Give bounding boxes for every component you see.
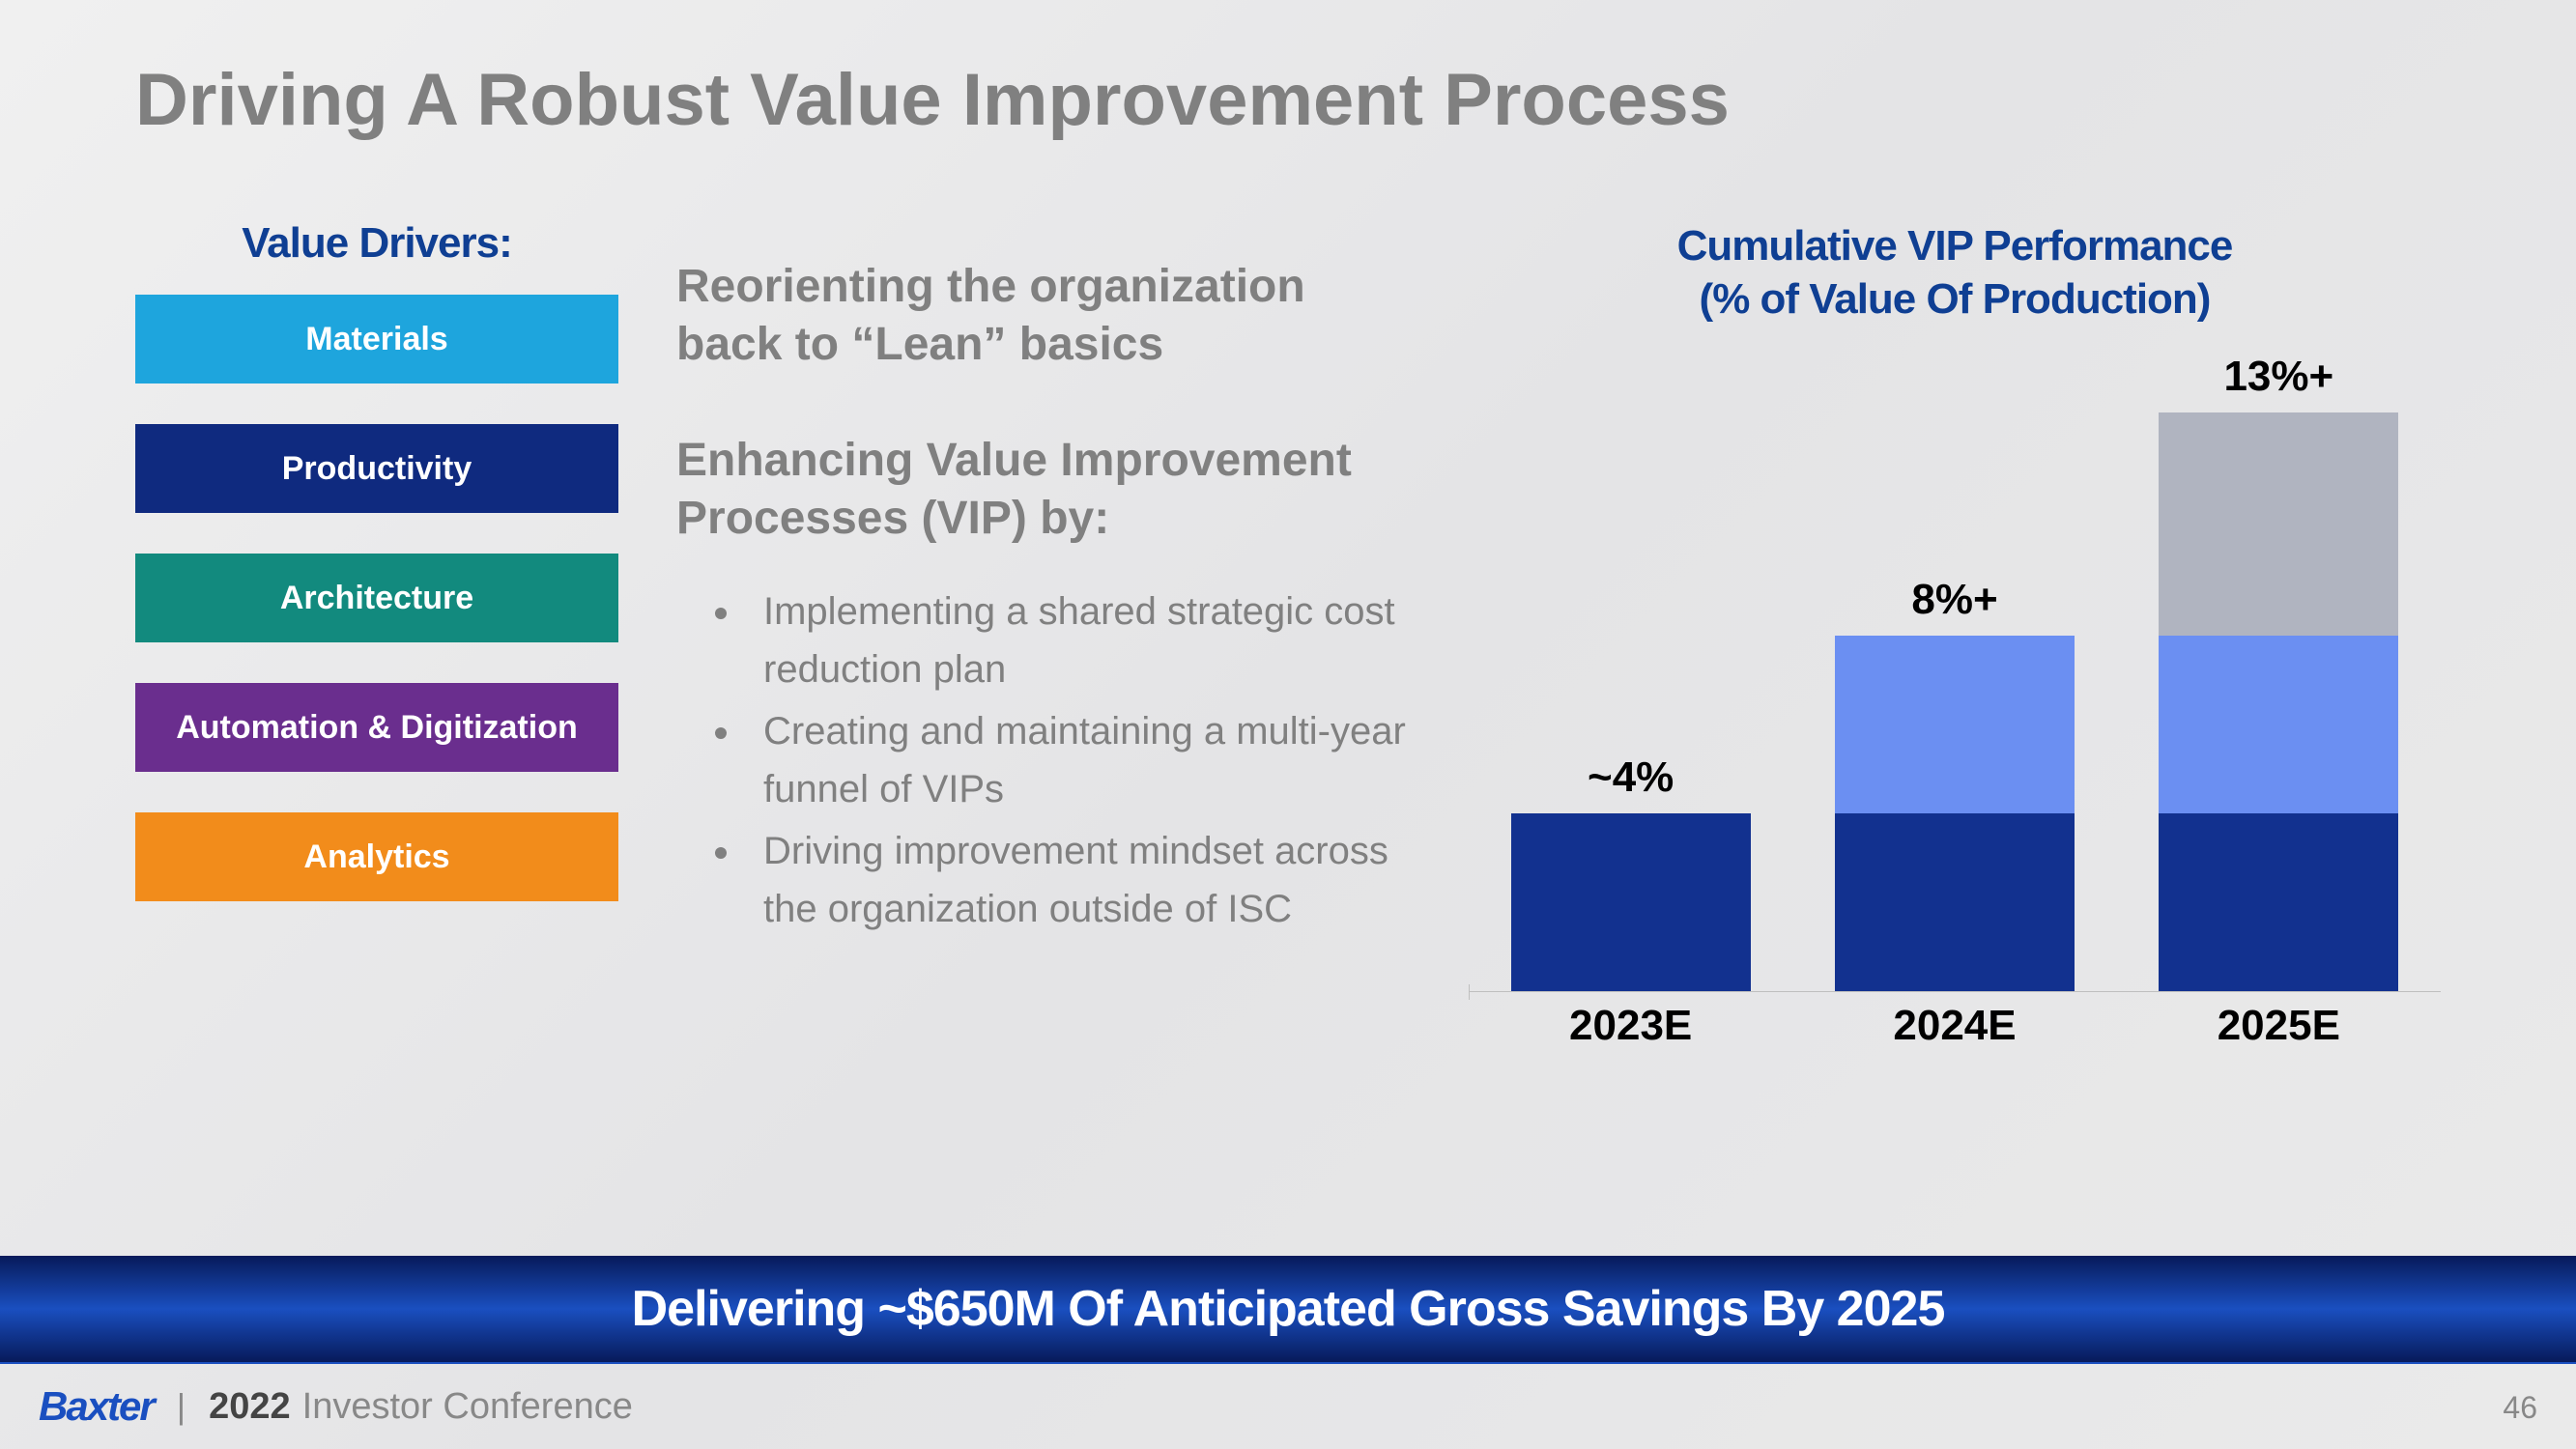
chart-title: Cumulative VIP Performance (% of Value O… xyxy=(1469,219,2441,326)
bar-group: 8%+ xyxy=(1792,412,2116,992)
bullet-item: Driving improvement mindset across the o… xyxy=(744,822,1411,938)
slide: Driving A Robust Value Improvement Proce… xyxy=(0,0,2576,1449)
value-drivers-heading: Value Drivers: xyxy=(135,219,618,268)
x-axis-label: 2024E xyxy=(1792,1002,2116,1060)
x-axis-label: 2023E xyxy=(1469,1002,1792,1060)
enhancing-heading: Enhancing Value Improvement Processes (V… xyxy=(676,432,1411,548)
bullet-list: Implementing a shared strategic cost red… xyxy=(676,582,1411,938)
chart-column: Cumulative VIP Performance (% of Value O… xyxy=(1469,219,2441,1060)
bar-stack xyxy=(2159,412,2398,992)
content-row: Value Drivers: Materials Productivity Arch… xyxy=(135,219,2441,1060)
x-axis-line xyxy=(1469,991,2441,992)
chart-plot: ~4% 8%+ 13%+ 2023E2024E2025E xyxy=(1469,345,2441,1060)
reorienting-heading: Reorienting the organization back to “Le… xyxy=(676,258,1411,374)
bar-segment xyxy=(2159,412,2398,636)
bar-segment xyxy=(1511,813,1751,992)
banner-text: Delivering ~$650M Of Anticipated Gross S… xyxy=(632,1280,1945,1338)
bar-segment xyxy=(1835,813,2075,992)
bar-stack xyxy=(1835,636,2075,992)
chart-title-line2: (% of Value Of Production) xyxy=(1700,275,2211,323)
bar-group: ~4% xyxy=(1469,412,1792,992)
bar-group: 13%+ xyxy=(2117,412,2441,992)
footer-logo: Baxter xyxy=(39,1383,154,1430)
bottom-banner: Delivering ~$650M Of Anticipated Gross S… xyxy=(0,1256,2576,1362)
value-drivers-column: Value Drivers: Materials Productivity Arch… xyxy=(135,219,618,1060)
slide-title: Driving A Robust Value Improvement Proce… xyxy=(135,58,2441,142)
bar-value-label: 13%+ xyxy=(2223,353,2333,401)
value-driver-box: Productivity xyxy=(135,424,618,513)
bar-segment xyxy=(2159,813,2398,992)
bar-segment xyxy=(1835,636,2075,814)
value-driver-box: Materials xyxy=(135,295,618,384)
page-number: 46 xyxy=(2503,1390,2537,1426)
footer: Baxter | 2022 Investor Conference 46 xyxy=(0,1362,2576,1449)
bar-value-label: 8%+ xyxy=(1911,576,1997,624)
bars-container: ~4% 8%+ 13%+ xyxy=(1469,412,2441,992)
bar-segment xyxy=(2159,636,2398,814)
footer-separator: | xyxy=(177,1386,186,1427)
footer-conference: Investor Conference xyxy=(302,1386,633,1428)
footer-year: 2022 xyxy=(209,1386,291,1428)
middle-text-column: Reorienting the organization back to “Le… xyxy=(676,219,1411,1060)
bar-stack xyxy=(1511,813,1751,992)
x-axis-labels: 2023E2024E2025E xyxy=(1469,1002,2441,1060)
value-driver-box: Architecture xyxy=(135,554,618,642)
bar-value-label: ~4% xyxy=(1588,753,1674,802)
value-drivers-list: Materials Productivity Architecture Automat… xyxy=(135,295,618,901)
x-axis-label: 2025E xyxy=(2117,1002,2441,1060)
value-driver-box: Analytics xyxy=(135,812,618,901)
bullet-item: Creating and maintaining a multi-year fu… xyxy=(744,702,1411,818)
chart-title-line1: Cumulative VIP Performance xyxy=(1677,222,2233,270)
bullet-item: Implementing a shared strategic cost red… xyxy=(744,582,1411,698)
value-driver-box: Automation & Digitization xyxy=(135,683,618,772)
